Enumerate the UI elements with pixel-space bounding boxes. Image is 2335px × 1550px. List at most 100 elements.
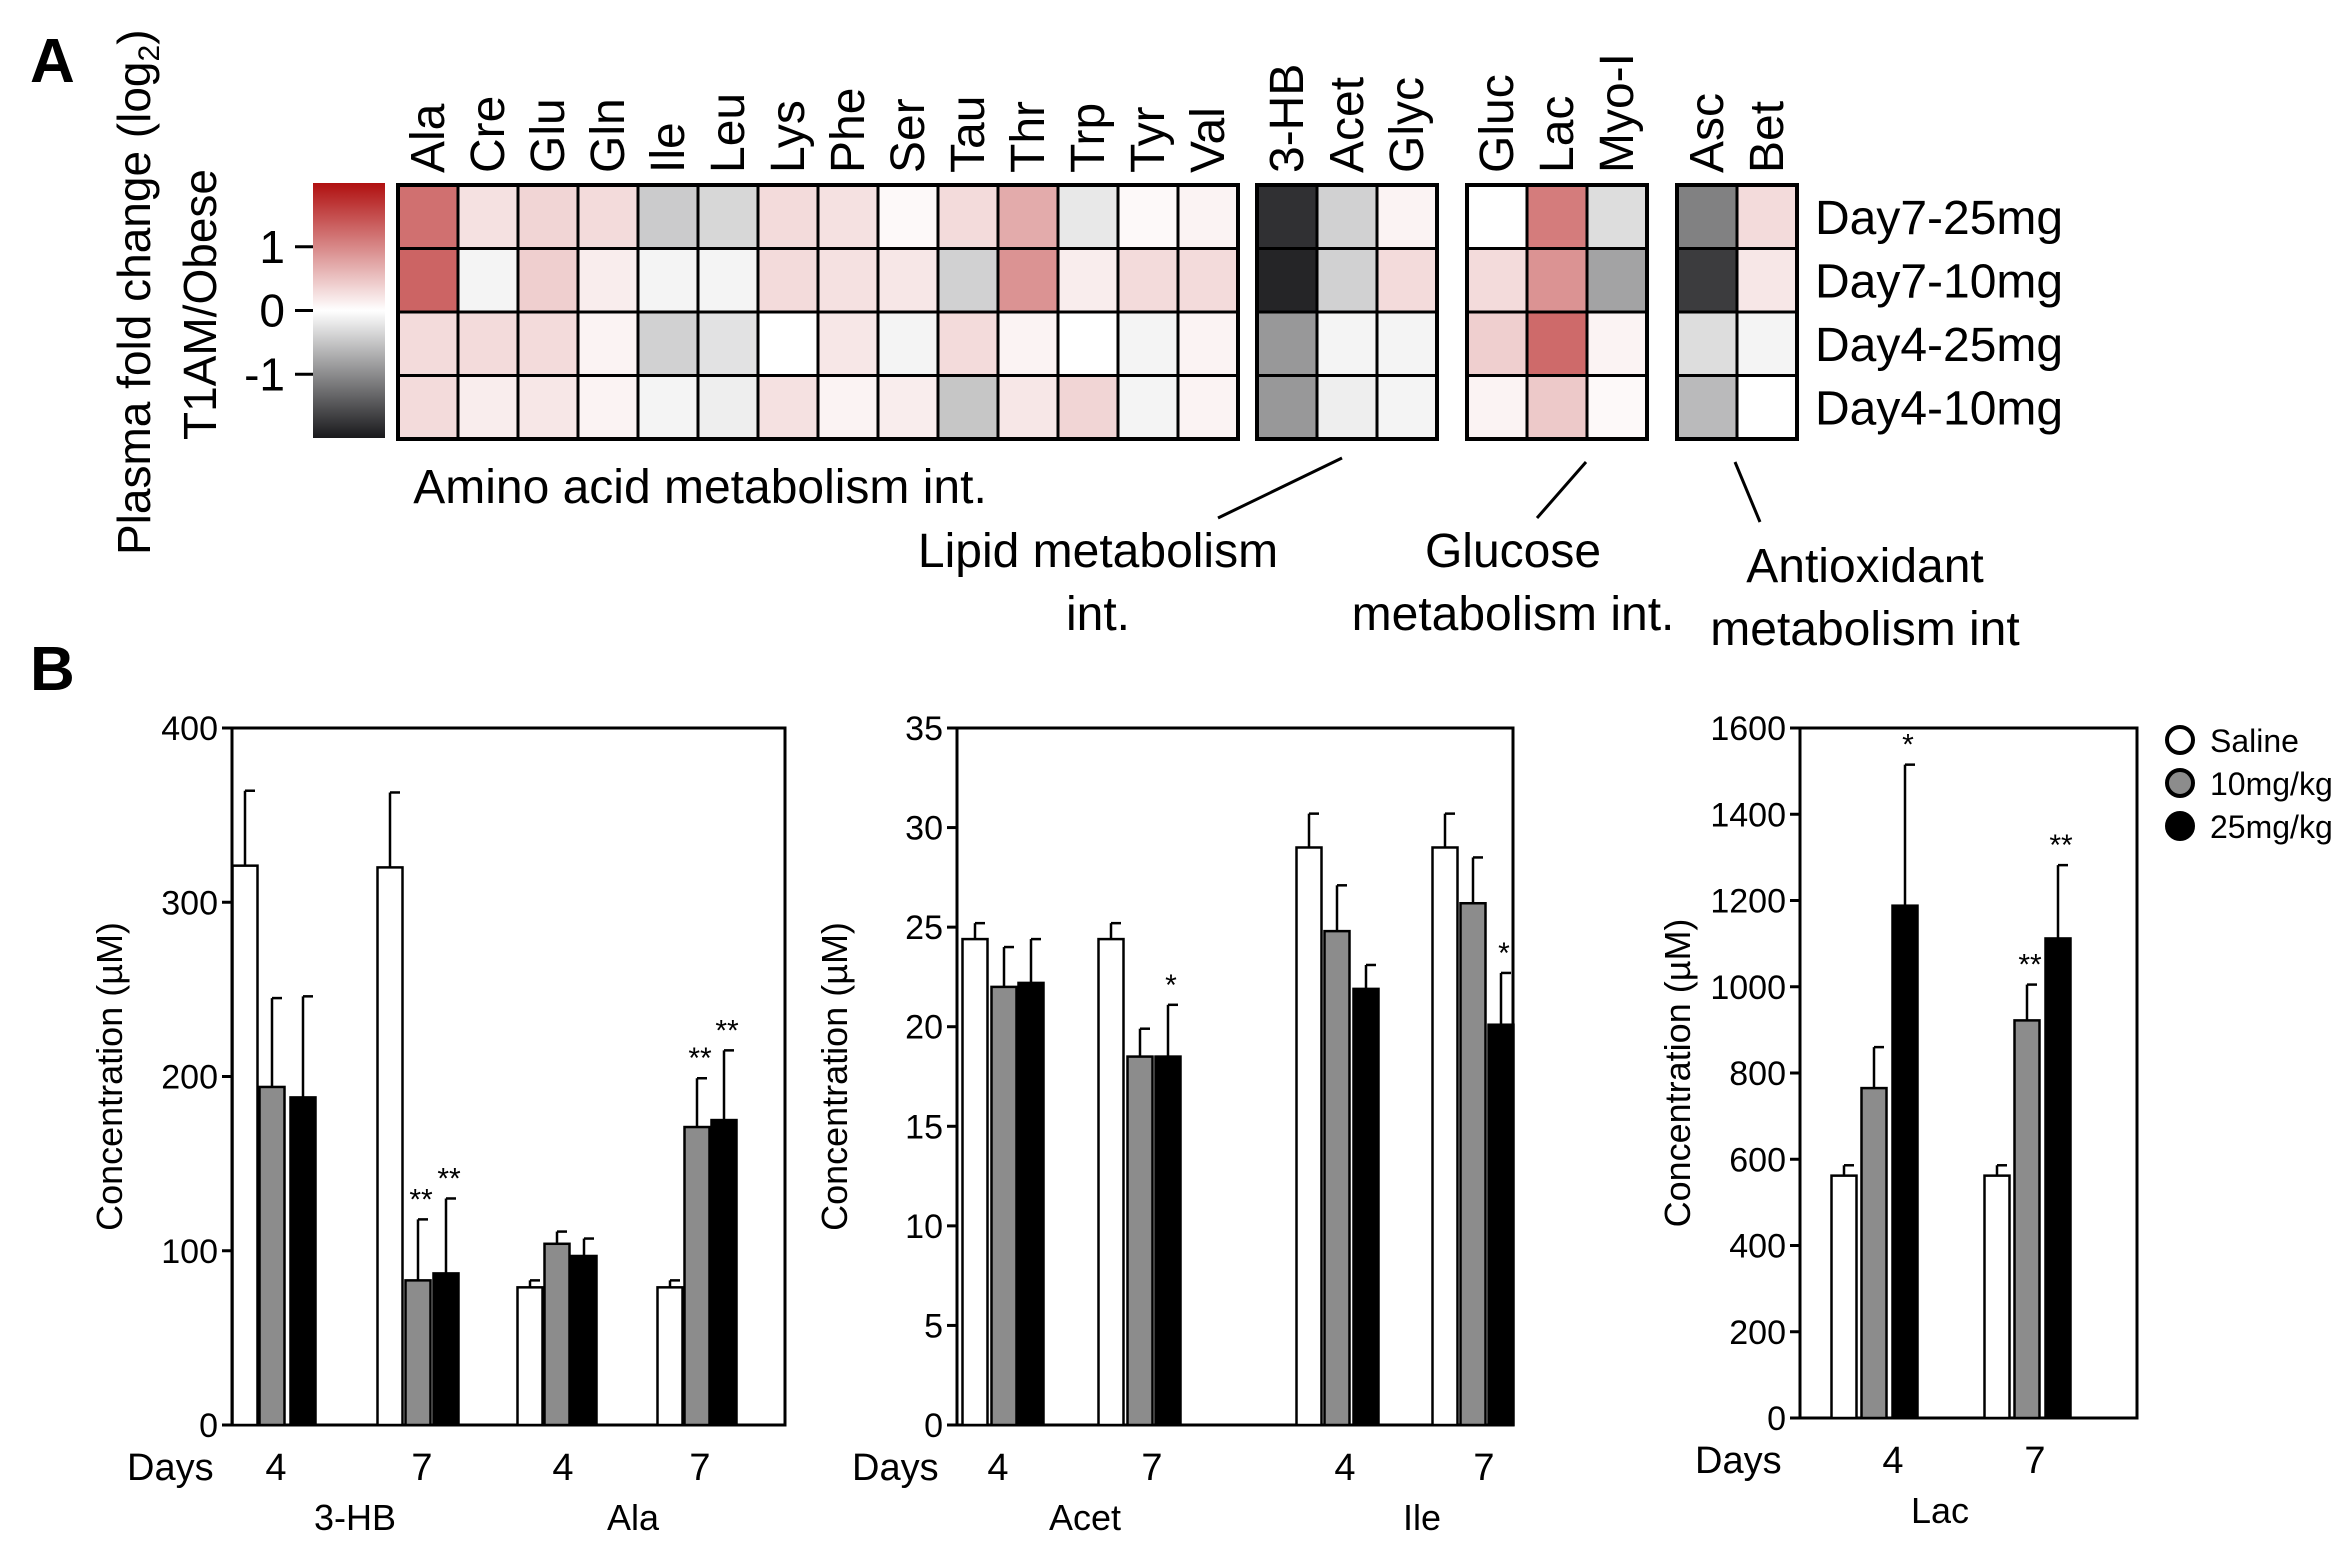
heatmap-cell bbox=[396, 310, 460, 377]
significance-label: * bbox=[1165, 969, 1177, 1002]
heatmap-cell bbox=[396, 183, 460, 250]
bar bbox=[1830, 1174, 1858, 1420]
bar bbox=[1126, 1055, 1154, 1427]
y-tick-label: 400 bbox=[1729, 1228, 1786, 1266]
heatmap-cell bbox=[816, 247, 880, 314]
heatmap-group-label: Antioxidant bbox=[1746, 540, 1984, 593]
heatmap-cell bbox=[576, 247, 640, 314]
y-tick-label: 100 bbox=[161, 1233, 218, 1271]
heatmap-column-label: Glu bbox=[522, 98, 575, 173]
heatmap-group-label: metabolism int bbox=[1710, 603, 2019, 656]
heatmap-cell bbox=[1056, 310, 1120, 377]
heatmap-cell bbox=[816, 374, 880, 441]
heatmap-cell bbox=[1375, 310, 1439, 377]
heatmap-cell bbox=[516, 247, 580, 314]
day-label: 4 bbox=[552, 1447, 573, 1489]
significance-label: * bbox=[1902, 729, 1914, 762]
heatmap-cell bbox=[1465, 374, 1529, 441]
bar bbox=[404, 1279, 432, 1427]
legend-label: 10mg/kg bbox=[2210, 766, 2333, 802]
heatmap-cell bbox=[1176, 310, 1240, 377]
heatmap-group-label: Lipid metabolism bbox=[918, 525, 1278, 578]
heatmap-column-label: Asc bbox=[1681, 93, 1734, 173]
colorbar-tick-label: 0 bbox=[259, 285, 285, 337]
bar bbox=[1983, 1174, 2011, 1420]
bar bbox=[543, 1242, 571, 1427]
heatmap-cell bbox=[936, 310, 1000, 377]
heatmap-column-label: Cre bbox=[462, 96, 515, 173]
bar bbox=[570, 1254, 598, 1427]
colorbar-title-close: ) bbox=[108, 29, 160, 44]
heatmap-cell bbox=[876, 247, 940, 314]
day-label: 7 bbox=[1141, 1447, 1162, 1489]
heatmap-cell bbox=[1056, 247, 1120, 314]
bar bbox=[1154, 1055, 1182, 1427]
heatmap-cell bbox=[1525, 310, 1589, 377]
day-label: 4 bbox=[987, 1447, 1008, 1489]
heatmap-cell bbox=[1056, 374, 1120, 441]
metabolite-label: Ala bbox=[607, 1497, 660, 1538]
bar bbox=[710, 1118, 738, 1427]
bar bbox=[1097, 937, 1125, 1427]
day-label: 7 bbox=[689, 1447, 710, 1489]
panel-label-a: A bbox=[30, 27, 75, 96]
bar bbox=[683, 1125, 711, 1427]
heatmap-cell bbox=[1056, 183, 1120, 250]
heatmap-row-label: Day4-10mg bbox=[1815, 382, 2063, 435]
heatmap-cell bbox=[456, 183, 520, 250]
heatmap-cell bbox=[996, 247, 1060, 314]
colorbar-gradient bbox=[313, 183, 385, 438]
heatmap-cell bbox=[1176, 247, 1240, 314]
heatmap-column-label: Phe bbox=[822, 88, 875, 173]
heatmap-cell bbox=[1675, 247, 1739, 314]
heatmap-panel: Plasma fold change (log2) T1AM/Obese 1 0 -… bbox=[108, 29, 2063, 656]
heatmap-cell bbox=[1176, 374, 1240, 441]
bar bbox=[1295, 846, 1323, 1427]
heatmap-cell bbox=[636, 247, 700, 314]
heatmap-cell bbox=[1465, 183, 1529, 250]
heatmap-cell bbox=[1585, 310, 1649, 377]
legend-label: 25mg/kg bbox=[2210, 809, 2333, 845]
heatmap-row-label: Day7-25mg bbox=[1815, 192, 2063, 245]
heatmap-cell bbox=[876, 183, 940, 250]
bar bbox=[1017, 981, 1045, 1427]
significance-label: ** bbox=[2018, 949, 2042, 982]
heatmap-cell bbox=[396, 374, 460, 441]
heatmap-group-frame bbox=[1675, 183, 1799, 441]
heatmap-cell bbox=[1315, 374, 1379, 441]
group-leader-line bbox=[1217, 456, 1343, 520]
heatmap-cell bbox=[1675, 310, 1739, 377]
significance-label: ** bbox=[688, 1042, 712, 1075]
y-tick-label: 35 bbox=[905, 710, 943, 748]
heatmap-cell bbox=[516, 374, 580, 441]
legend-marker bbox=[2165, 811, 2195, 841]
y-axis-label: Concentration (µM) bbox=[1657, 919, 1698, 1228]
heatmap-column-label: Ala bbox=[402, 103, 455, 173]
y-tick-label: 600 bbox=[1729, 1141, 1786, 1179]
heatmap-group-frame bbox=[396, 183, 1240, 441]
heatmap-cell bbox=[636, 183, 700, 250]
day-label: 7 bbox=[1473, 1447, 1494, 1489]
bar-chart-2: 0 5 10 15 20 25 30 35 Concentration (µM) * * Days 4 7… bbox=[814, 710, 1515, 1538]
heatmap-cell bbox=[996, 183, 1060, 250]
day-label: 4 bbox=[1882, 1440, 1903, 1482]
heatmap-cell bbox=[1375, 183, 1439, 250]
heatmap-column-label: Glyc bbox=[1381, 77, 1434, 173]
y-tick-label: 10 bbox=[905, 1208, 943, 1246]
y-tick-label: 200 bbox=[1729, 1314, 1786, 1352]
heatmap-cell bbox=[876, 374, 940, 441]
heatmap-cell bbox=[1675, 374, 1739, 441]
heatmap-cell bbox=[576, 310, 640, 377]
heatmap-cell bbox=[1315, 247, 1379, 314]
heatmap-cell bbox=[1735, 247, 1799, 314]
heatmap-cell bbox=[936, 247, 1000, 314]
heatmap-cells: Ala Cre Glu Gln Ile Leu Lys Phe Ser Tau Thr Trp Tyr V… bbox=[396, 53, 2063, 656]
bar bbox=[1891, 904, 1919, 1420]
heatmap-cell bbox=[696, 247, 760, 314]
bar bbox=[1487, 1023, 1515, 1427]
heatmap-cell bbox=[996, 310, 1060, 377]
heatmap-cell bbox=[1116, 374, 1180, 441]
heatmap-cell bbox=[996, 374, 1060, 441]
